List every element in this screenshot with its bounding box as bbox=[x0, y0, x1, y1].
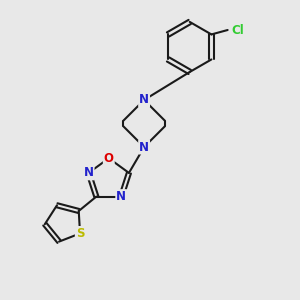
Text: N: N bbox=[84, 167, 94, 179]
Text: N: N bbox=[139, 141, 149, 154]
Text: N: N bbox=[139, 93, 149, 106]
Text: Cl: Cl bbox=[232, 23, 244, 37]
Text: N: N bbox=[116, 190, 126, 203]
Text: S: S bbox=[76, 227, 84, 240]
Text: O: O bbox=[104, 152, 114, 165]
